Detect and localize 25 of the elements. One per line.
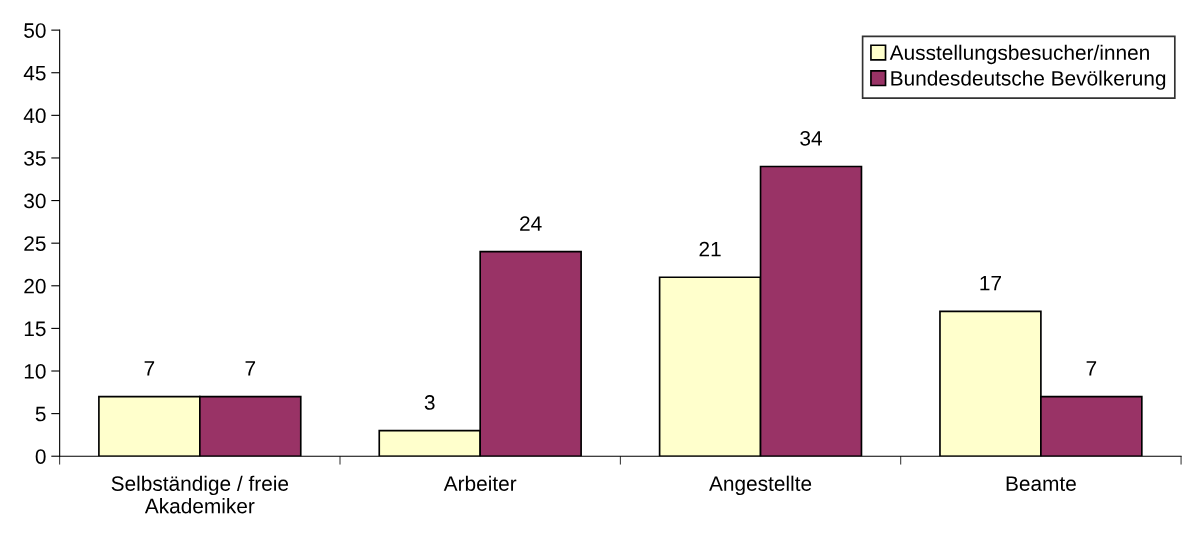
y-tick-label: 25: [24, 236, 46, 251]
data-label: 21: [699, 241, 721, 257]
data-label: 24: [520, 216, 542, 231]
y-tick-label: 35: [24, 150, 46, 166]
x-tick-label: Beamte: [1006, 476, 1076, 491]
y-tick-label: 5: [35, 406, 46, 422]
data-label: 3: [424, 395, 435, 410]
legend-label: Bundesdeutsche Bevölkerung: [891, 70, 1166, 90]
y-tick-label: 30: [24, 193, 46, 209]
data-label: 34: [800, 130, 822, 146]
x-tick-label: Angestellte: [709, 475, 812, 496]
y-tick-label: 0: [35, 449, 46, 464]
data-label: 7: [1086, 361, 1097, 376]
x-tick-label: Arbeiter: [443, 475, 517, 491]
legend-label: Ausstellungsbesucher/innen: [889, 44, 1149, 65]
data-label: 17: [980, 276, 1001, 291]
y-tick-label: 20: [24, 278, 46, 294]
data-label: 7: [144, 361, 155, 376]
y-tick-label: 40: [23, 108, 46, 124]
x-tick-label: Selbständige / freie Akademiker: [111, 475, 289, 514]
y-tick-label: 15: [24, 321, 46, 337]
y-tick-label: 45: [23, 65, 46, 81]
y-tick-label: 50: [24, 23, 46, 38]
data-label: 7: [245, 361, 256, 376]
y-tick-label: 10: [24, 364, 46, 379]
